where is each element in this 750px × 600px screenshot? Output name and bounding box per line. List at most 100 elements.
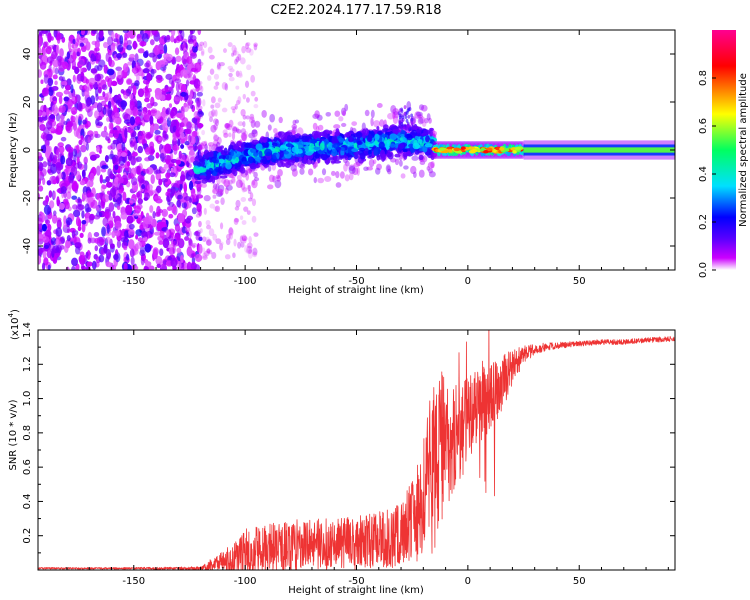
spectrogram-cell — [203, 250, 210, 257]
spectrogram-cell — [184, 236, 190, 241]
spectrogram-cell — [60, 186, 67, 194]
spectrogram-cell — [180, 144, 185, 149]
spectrogram-cell — [267, 184, 274, 190]
spectrogram-cell — [149, 39, 155, 46]
spectrogram-cell — [389, 133, 397, 141]
spectrogram-cell — [140, 130, 146, 136]
spectrogram-cell — [197, 44, 203, 51]
spectrogram-cell — [249, 148, 257, 153]
spectrogram-cell — [227, 179, 233, 185]
spectrogram-cell — [118, 155, 126, 166]
spectrogram-cell — [213, 85, 219, 90]
spectrogram-cell — [55, 91, 64, 97]
spectrogram-cell — [150, 68, 155, 78]
spectrogram-cell — [183, 196, 192, 201]
spectrogram-cell — [370, 109, 375, 119]
spectrogram-cell — [50, 247, 57, 254]
spectrogram-cell — [127, 85, 133, 93]
spectrogram-cell — [316, 114, 323, 121]
spectrogram-cell — [56, 164, 61, 175]
spectrogram-cell — [63, 121, 68, 126]
spectrogram-cell — [215, 183, 220, 193]
spectrogram-cell — [75, 246, 81, 255]
spectrogram-cell — [204, 153, 213, 158]
spectrogram-cell — [102, 179, 107, 184]
spectrogram-cell — [364, 109, 370, 117]
spectrogram-cell — [156, 77, 163, 84]
spectrogram-y-ticks: -40 -20 0 20 40 — [22, 48, 675, 254]
spectrogram-cell — [180, 132, 185, 140]
spectrogram-cell — [160, 152, 165, 162]
spectrogram-cell — [161, 88, 169, 93]
spectrogram-cell — [247, 189, 252, 195]
spectrogram-cell — [139, 224, 144, 231]
spectrogram-cell — [401, 115, 405, 120]
spectrogram-cell — [65, 217, 73, 226]
spectrogram-cell — [261, 142, 270, 148]
spectrogram-cell — [174, 223, 181, 232]
spectrogram-cell — [78, 67, 84, 73]
spectrogram-cell — [51, 214, 58, 224]
spectrogram-cell — [226, 233, 231, 240]
spectrogram-cell — [55, 227, 63, 237]
spectrogram-cell — [429, 127, 434, 132]
spectrogram-cell — [52, 66, 56, 74]
spectrogram-cell — [45, 219, 50, 225]
spectrogram-cell — [243, 130, 248, 137]
spectrogram-cell — [276, 152, 280, 159]
spectrogram-cell — [76, 51, 80, 57]
spectrogram-cell — [231, 52, 235, 57]
spectrogram-cell — [196, 208, 202, 216]
spectrogram-cell — [213, 139, 219, 147]
spectrogram-cell — [76, 73, 82, 85]
spectrogram-cell — [85, 142, 89, 151]
spectrogram-cell — [216, 136, 222, 145]
spectrogram-cell — [177, 238, 185, 249]
spectrogram-cell — [241, 185, 247, 193]
spectrogram-cell — [135, 156, 142, 163]
spectrogram-cell — [400, 109, 404, 114]
spectrogram-cell — [98, 238, 105, 246]
spectrogram-cell — [94, 40, 100, 49]
spectrogram-cell — [181, 201, 188, 209]
spectrogram-cell — [141, 184, 146, 190]
spectrogram-cell — [198, 220, 202, 228]
spectrogram-cell — [77, 198, 82, 207]
spectrogram-cell — [372, 159, 377, 165]
spectrogram-cell — [368, 133, 372, 142]
spectrogram-cell — [122, 62, 129, 73]
spectrogram-cell — [57, 58, 62, 67]
spectrogram-cell — [89, 154, 97, 161]
spectrogram-cell — [107, 216, 114, 224]
spectrogram-cell — [241, 45, 246, 54]
spectrogram-cell — [427, 161, 435, 169]
spectrogram-cell — [71, 110, 77, 115]
spectrogram-cell — [188, 180, 194, 191]
spectrogram-cell — [187, 71, 193, 77]
spectrogram-cell — [267, 165, 272, 172]
spectrogram-cell — [424, 143, 433, 148]
spectrogram-cell — [81, 169, 86, 179]
spectrogram-cell — [126, 39, 132, 46]
spectrogram-cell — [175, 82, 180, 92]
spectrogram-cell — [122, 191, 127, 201]
spectrogram-cell — [428, 171, 436, 178]
spectrogram-cell — [118, 189, 124, 194]
spectrogram-cell — [153, 231, 161, 236]
spectrogram-cell — [231, 177, 236, 183]
spectrogram-cell — [250, 74, 256, 83]
spectrogram-cell — [38, 162, 44, 172]
spectrogram-cell — [291, 146, 298, 153]
spectrogram-cell — [126, 150, 131, 157]
spectrogram-cell — [59, 48, 64, 58]
spectrogram-cell — [169, 111, 177, 117]
spectrogram-cell — [59, 113, 65, 120]
spectrogram-cell — [239, 57, 246, 65]
snr-y-tick-label: 1.2 — [22, 356, 33, 372]
spectrogram-cell — [191, 138, 196, 144]
spectrogram-cell — [231, 125, 238, 134]
spectrogram-cell — [159, 94, 166, 101]
spectrogram-cell — [228, 232, 233, 240]
spectrogram-cell — [267, 124, 272, 131]
spectrogram-cell — [285, 143, 293, 148]
